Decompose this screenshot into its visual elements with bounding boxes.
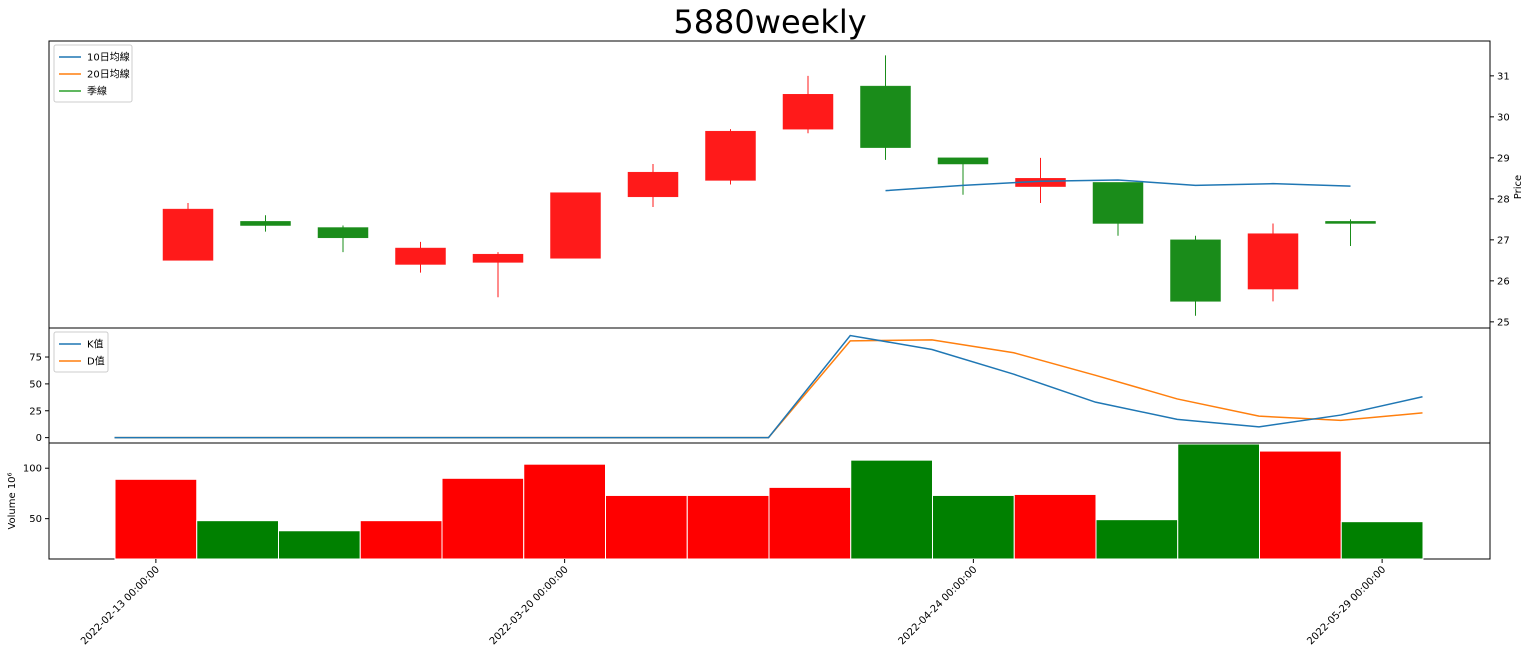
candle-body — [937, 157, 989, 165]
price-y-tick-label: 29 — [1497, 153, 1510, 164]
candle-body — [782, 94, 834, 130]
candle-body — [240, 221, 291, 226]
candle-body — [162, 208, 214, 261]
candle-body — [1325, 221, 1376, 224]
candle-body — [705, 130, 756, 181]
volume-bars — [114, 443, 1424, 560]
kd-legend-label: D值 — [87, 355, 105, 368]
price-y-tick-label: 26 — [1497, 276, 1510, 287]
price-y-tick-label: 27 — [1497, 235, 1510, 246]
volume-bar — [523, 463, 606, 560]
d-line — [114, 339, 1423, 439]
candle-body — [1170, 239, 1221, 302]
price-y-tick-label: 30 — [1497, 112, 1510, 123]
chart-title: 5880weekly — [673, 3, 866, 41]
volume-y-tick-label: 100 — [23, 464, 42, 475]
candle-body — [395, 247, 446, 265]
volume-panel: 50 100 Volume 10⁶ — [7, 442, 1491, 560]
volume-y-tick-label: 50 — [29, 514, 42, 525]
kd-y-axis: 0 25 50 75 — [29, 353, 49, 444]
kd-legend-box — [53, 331, 109, 373]
candle-body — [472, 253, 524, 263]
volume-bar — [441, 477, 525, 560]
volume-bar — [850, 459, 933, 560]
price-y-tick-label: 31 — [1497, 71, 1510, 82]
volume-y-axis-label: Volume 10⁶ — [7, 472, 18, 529]
volume-y-axis: 50 100 — [23, 464, 49, 525]
kd-panel-frame — [48, 327, 1491, 444]
volume-bar — [1177, 443, 1260, 560]
price-ma-lines — [885, 179, 1351, 192]
volume-bar — [1013, 493, 1097, 560]
price-y-tick-label: 28 — [1497, 194, 1510, 205]
price-legend-label: 10日均線 — [87, 51, 130, 64]
x-axis: 2022-02-13 00:00:00 2022-03-20 00:00:00 20… — [79, 559, 1388, 647]
candle-body — [860, 85, 911, 148]
price-y-axis: 25 26 27 28 29 30 31 — [1490, 71, 1510, 328]
kd-legend-label: K值 — [87, 338, 104, 351]
volume-bar — [768, 486, 852, 560]
volume-bar — [278, 530, 361, 560]
volume-bar — [359, 520, 443, 560]
candle-body — [1092, 182, 1144, 224]
volume-bar — [1259, 450, 1342, 560]
price-legend-label: 20日均線 — [87, 68, 130, 81]
ma10-line — [885, 179, 1351, 192]
volume-bar — [605, 494, 688, 560]
price-y-axis-label: Price — [1513, 175, 1524, 199]
kd-lines — [114, 334, 1423, 439]
x-tick-label: 2022-05-29 00:00:00 — [1305, 564, 1388, 647]
k-line — [114, 334, 1423, 439]
candle-body — [627, 171, 679, 198]
price-legend-box — [53, 44, 133, 103]
x-tick-label: 2022-03-20 00:00:00 — [488, 564, 571, 647]
kd-y-tick-label: 50 — [29, 379, 42, 390]
kd-legend: K值 D值 — [53, 331, 109, 373]
volume-bar — [1095, 519, 1179, 560]
candle-body — [317, 227, 369, 239]
price-candles — [162, 55, 1376, 316]
volume-bar — [1340, 521, 1424, 560]
price-y-tick-label: 25 — [1497, 317, 1510, 328]
candle-body — [550, 192, 601, 259]
volume-bar — [932, 494, 1015, 560]
x-tick-label: 2022-02-13 00:00:00 — [79, 564, 162, 647]
kd-y-tick-label: 25 — [29, 406, 42, 417]
kd-panel: 0 25 50 75 K值 D值 — [29, 327, 1491, 444]
kd-y-tick-label: 75 — [29, 353, 42, 364]
volume-bar — [196, 520, 279, 560]
kd-y-tick-label: 0 — [36, 433, 42, 444]
volume-bar — [114, 478, 198, 560]
x-tick-label: 2022-04-24 00:00:00 — [897, 564, 980, 647]
volume-bar — [686, 494, 770, 560]
candle-body — [1247, 233, 1299, 290]
price-legend-label: 季線 — [87, 85, 107, 98]
